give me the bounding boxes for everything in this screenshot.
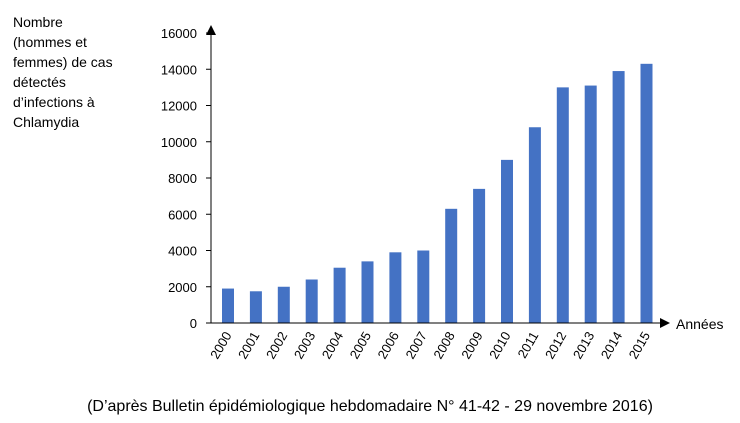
y-tick-label: 4000 (168, 244, 197, 259)
y-tick-label: 8000 (168, 171, 197, 186)
bar-2001 (249, 291, 262, 323)
x-tick-label: 2007 (402, 329, 429, 362)
bar-2008 (445, 208, 458, 323)
x-tick-label: 2004 (319, 329, 346, 362)
x-tick-label: 2015 (626, 329, 653, 362)
bar-2013 (584, 85, 597, 323)
y-axis-title: Nombre (hommes et femmes) de cas détecté… (13, 14, 113, 130)
y-tick-label: 12000 (161, 99, 197, 114)
x-tick-label: 2006 (375, 329, 402, 362)
bar-2014 (612, 71, 625, 323)
y-tick-label: 2000 (168, 280, 197, 295)
y-tick-label: 14000 (161, 62, 197, 77)
bar-2000 (222, 288, 234, 323)
y-axis-arrow (206, 25, 216, 35)
bar-2002 (277, 286, 290, 323)
y-ticks-group: 0 2000 4000 6000 8000 10000 12000 14000 16000 (161, 26, 211, 331)
source-caption: (D’après Bulletin épidémiologique hebdom… (87, 398, 653, 415)
bar-2006 (389, 252, 402, 323)
bars-group (222, 63, 653, 323)
bar-2015 (640, 63, 653, 323)
x-tick-label: 2005 (347, 329, 374, 362)
y-tick-label: 16000 (161, 26, 197, 41)
bar-2005 (361, 261, 374, 323)
x-tick-label: 2001 (235, 329, 262, 362)
x-tick-label: 2010 (486, 329, 513, 362)
bar-2011 (528, 127, 541, 323)
x-axis-arrow (660, 318, 670, 328)
x-tick-label: 2013 (570, 329, 597, 362)
x-tick-label: 2011 (515, 329, 542, 361)
x-tick-label: 2000 (207, 329, 234, 362)
bar-2007 (417, 250, 430, 323)
x-tick-label: 2003 (291, 329, 318, 362)
y-tick-label: 6000 (168, 207, 197, 222)
x-tick-label: 2002 (263, 329, 290, 362)
x-axis-title: Années (676, 316, 723, 332)
y-tick-label: 10000 (161, 135, 197, 150)
y-tick-label: 0 (190, 316, 197, 331)
bar-2004 (333, 267, 346, 323)
bar-chart: 0 2000 4000 6000 8000 10000 12000 14000 16000 20… (161, 25, 723, 362)
x-ticks-group: 2000 2001 2002 2003 2004 2005 2006 2007 2008 2009… (207, 329, 653, 362)
x-tick-label: 2009 (458, 329, 485, 362)
bar-2003 (305, 279, 318, 323)
x-tick-label: 2008 (430, 329, 457, 362)
bar-2012 (556, 87, 569, 323)
x-tick-label: 2014 (598, 329, 625, 362)
bar-2009 (473, 188, 486, 323)
bar-2010 (501, 159, 513, 323)
x-tick-label: 2012 (542, 329, 569, 362)
